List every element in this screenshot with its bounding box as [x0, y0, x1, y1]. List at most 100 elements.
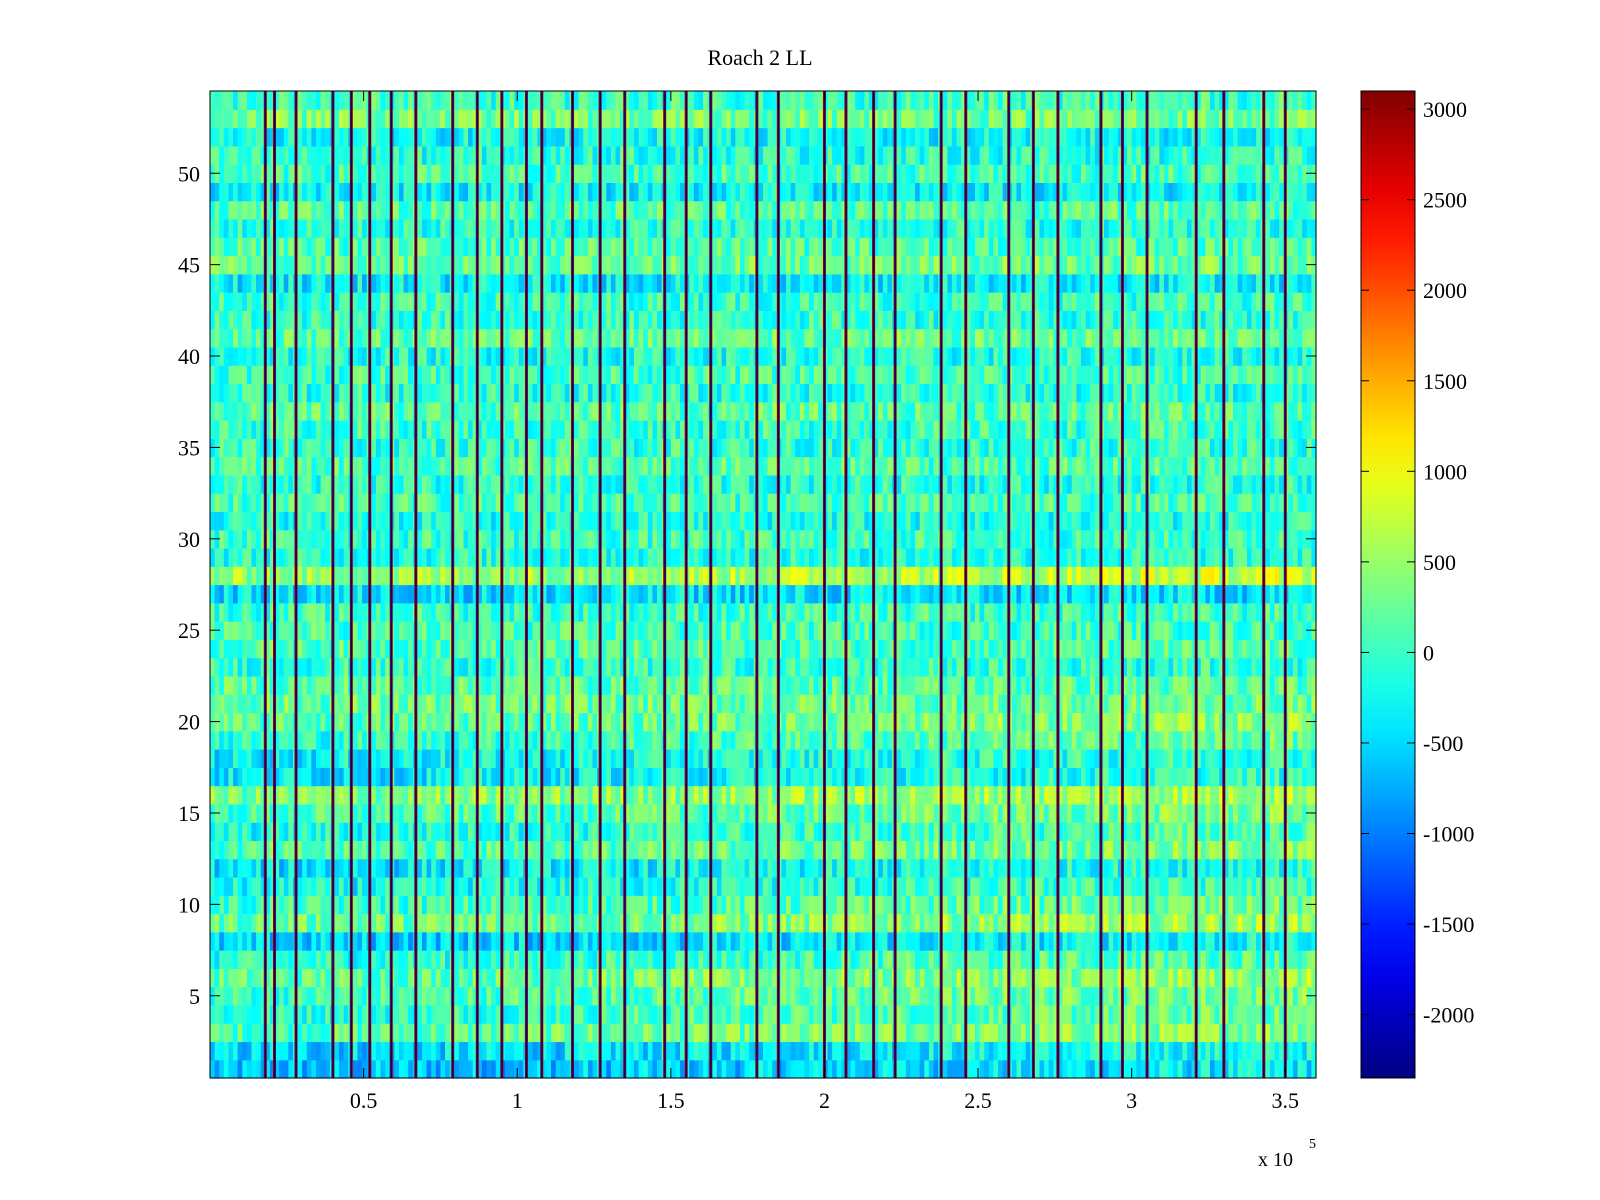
heatmap-cell: [1016, 968, 1022, 988]
heatmap-cell: [1076, 931, 1082, 951]
heatmap-cell: [1196, 840, 1202, 860]
heatmap-cell: [882, 1023, 889, 1043]
heatmap-cell: [652, 876, 658, 896]
heatmap-cell: [417, 694, 423, 714]
heatmap-cell: [721, 986, 727, 1006]
heatmap-cell: [924, 913, 930, 933]
heatmap-cell: [1080, 968, 1087, 988]
heatmap-cell: [269, 1023, 276, 1043]
heatmap-cell: [1025, 950, 1031, 969]
heatmap-cell: [601, 822, 607, 841]
heatmap-cell: [426, 986, 432, 1006]
heatmap-cell: [1274, 913, 1280, 933]
heatmap-cell: [919, 822, 925, 841]
heatmap-cell: [237, 694, 243, 714]
heatmap-cell: [339, 876, 345, 896]
heatmap-cell: [320, 694, 326, 714]
heatmap-cell: [1219, 931, 1225, 951]
heatmap-cell: [615, 730, 621, 750]
heatmap-cell: [666, 986, 672, 1006]
heatmap-cell: [325, 913, 331, 933]
heatmap-cell: [984, 895, 990, 915]
heatmap-cell: [836, 876, 842, 896]
heatmap-cell: [781, 858, 787, 878]
heatmap-cell: [689, 1023, 695, 1043]
heatmap-cell: [315, 785, 322, 805]
heatmap-cell: [1297, 1004, 1303, 1024]
heatmap-cell: [1021, 694, 1027, 714]
heatmap-cell: [610, 876, 617, 896]
heatmap-cell: [965, 950, 971, 969]
heatmap-cell: [288, 730, 294, 750]
heatmap-cell: [1163, 712, 1170, 732]
heatmap-cell: [1113, 1004, 1119, 1024]
heatmap-cell: [772, 840, 778, 860]
heatmap-cell: [1094, 858, 1101, 878]
heatmap-cell: [587, 1023, 594, 1043]
heatmap-cell: [988, 840, 995, 860]
heatmap-cell: [1108, 1041, 1114, 1061]
heatmap-cell: [970, 767, 976, 787]
heatmap-cell: [961, 1059, 967, 1079]
heatmap-cell: [555, 950, 561, 969]
heatmap-cell: [297, 1059, 303, 1079]
heatmap-cell: [431, 950, 437, 969]
heatmap-cell: [1117, 858, 1124, 878]
heatmap-cell: [735, 858, 741, 878]
heatmap-cell: [417, 1004, 423, 1024]
heatmap-cell: [716, 931, 723, 951]
heatmap-cell: [454, 840, 460, 860]
heatmap-cell: [984, 1004, 990, 1024]
heatmap-cell: [477, 785, 483, 805]
heatmap-cell: [1297, 1059, 1303, 1079]
heatmap-cell: [334, 712, 340, 732]
heatmap-cell: [845, 950, 852, 969]
heatmap-cell: [233, 950, 239, 969]
heatmap-cell: [431, 803, 437, 823]
heatmap-cell: [970, 803, 976, 823]
heatmap-cell: [555, 968, 561, 988]
heatmap-cell: [1071, 749, 1077, 768]
heatmap-cell: [260, 950, 266, 969]
heatmap-cell: [1094, 803, 1101, 823]
heatmap-cell: [1251, 767, 1257, 787]
heatmap-cell: [864, 767, 870, 787]
heatmap-cell: [1288, 767, 1294, 787]
heatmap-cell: [265, 986, 271, 1006]
heatmap-cell: [896, 950, 902, 969]
heatmap-cell: [924, 712, 930, 732]
heatmap-cell: [306, 950, 312, 969]
heatmap-cell: [721, 1059, 727, 1079]
heatmap-cell: [486, 803, 492, 823]
heatmap-cell: [680, 749, 686, 768]
heatmap-cell: [1025, 694, 1031, 714]
heatmap-cell: [463, 931, 469, 951]
heatmap-cell: [735, 913, 741, 933]
heatmap-cell: [458, 803, 465, 823]
heatmap-cell: [246, 913, 253, 933]
heatmap-cell: [933, 694, 939, 714]
heatmap-cell: [601, 767, 607, 787]
heatmap-cell: [845, 840, 852, 860]
heatmap-cell: [1242, 986, 1248, 1006]
heatmap-cell: [647, 968, 653, 988]
heatmap-cell: [809, 876, 815, 896]
heatmap-cell: [1251, 968, 1257, 988]
heatmap-cell: [735, 876, 741, 896]
heatmap-cell: [251, 913, 257, 933]
heatmap-cell: [942, 694, 948, 714]
heatmap-cell: [1104, 822, 1110, 841]
heatmap-cell: [970, 694, 976, 714]
heatmap-cell: [509, 858, 515, 878]
heatmap-cell: [657, 858, 663, 878]
heatmap-cell: [269, 876, 276, 896]
heatmap-cell: [1117, 876, 1124, 896]
heatmap-cell: [315, 712, 322, 732]
heatmap-cell: [1251, 1059, 1257, 1079]
heatmap-cell: [408, 968, 414, 988]
heatmap-cell: [813, 749, 819, 768]
heatmap-cell: [228, 1004, 234, 1024]
heatmap-cell: [541, 986, 548, 1006]
heatmap-cell: [486, 950, 492, 969]
heatmap-cell: [509, 1059, 515, 1079]
